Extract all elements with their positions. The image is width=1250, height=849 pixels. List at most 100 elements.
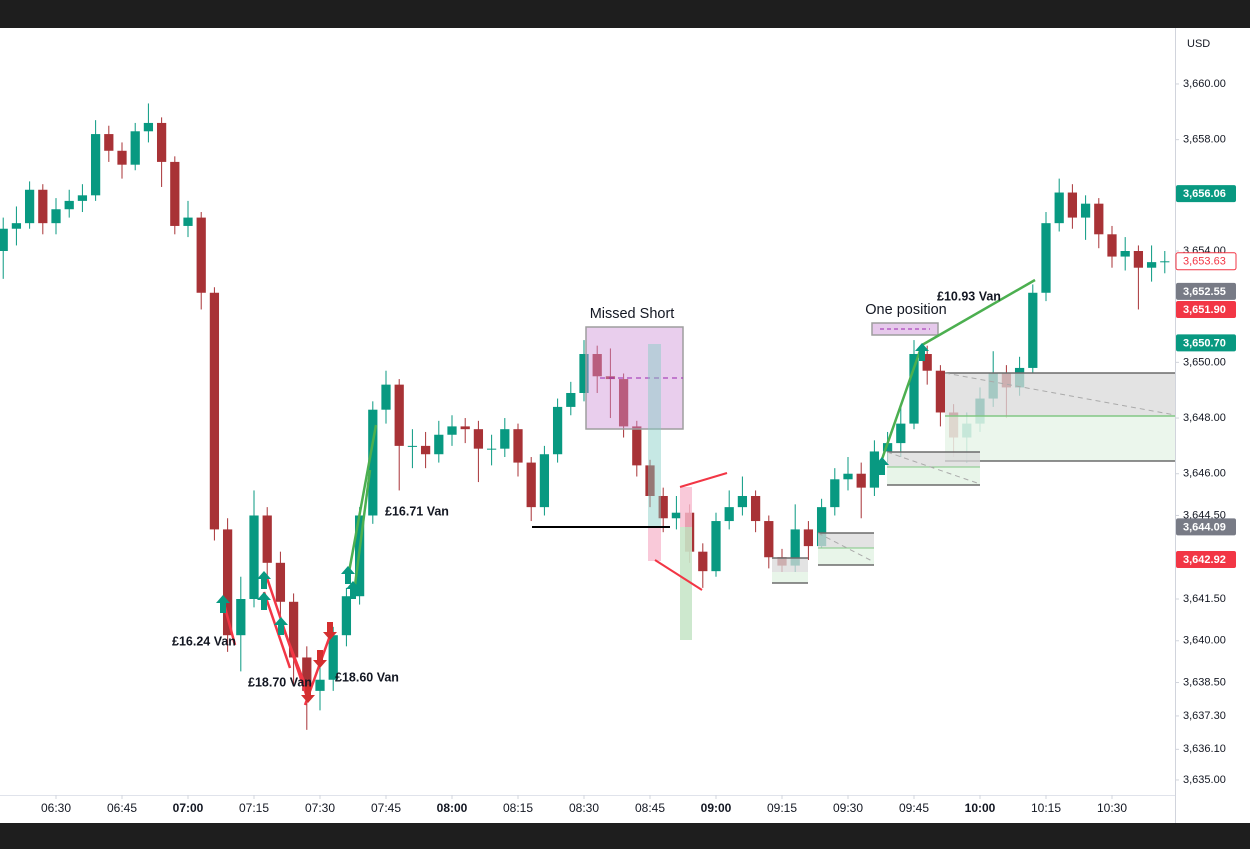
candle-body xyxy=(0,228,8,252)
price-label: 3,656.06 xyxy=(1183,188,1226,200)
trade-line xyxy=(347,424,378,573)
candle-body xyxy=(579,354,589,393)
x-tick-label: 09:45 xyxy=(899,801,929,815)
y-tick-label: 3,648.00 xyxy=(1183,412,1226,424)
x-tick-label: 07:00 xyxy=(173,801,204,815)
candle-body xyxy=(447,426,457,435)
position-box xyxy=(818,548,874,565)
range-bar xyxy=(680,527,692,640)
annotation: One position xyxy=(865,302,946,318)
candle-body xyxy=(420,445,431,455)
price-label-box xyxy=(1176,282,1236,300)
candle-body xyxy=(500,429,510,449)
candle-body xyxy=(288,601,299,658)
candle-body xyxy=(698,551,708,572)
annotation: Missed Short xyxy=(590,306,675,322)
x-tick-label: 07:30 xyxy=(305,801,335,815)
position-dash xyxy=(944,372,1175,416)
candle-body xyxy=(473,429,484,449)
x-tick-label: 10:30 xyxy=(1097,801,1127,815)
x-tick-label: 06:30 xyxy=(41,801,71,815)
position-box xyxy=(772,558,808,572)
candle-body xyxy=(671,512,682,519)
candle-body xyxy=(460,426,470,430)
trade-line xyxy=(262,591,292,669)
candle-body xyxy=(302,657,312,691)
range-bar xyxy=(680,487,692,527)
candle-body xyxy=(1120,251,1130,257)
y-tick-label: 3,644.50 xyxy=(1183,509,1226,521)
price-label: 3,652.55 xyxy=(1183,286,1226,298)
price-label: 3,653.63 xyxy=(1183,256,1226,268)
candle-body xyxy=(790,529,800,566)
candle-body xyxy=(566,392,576,407)
candle-body xyxy=(922,354,932,371)
candle-body xyxy=(856,473,866,488)
candle-body xyxy=(803,529,814,547)
x-tick-label: 09:15 xyxy=(767,801,797,815)
candle-body xyxy=(183,217,193,226)
price-label: 3,644.09 xyxy=(1183,521,1226,533)
x-tick-label: 09:00 xyxy=(701,801,732,815)
candle-body xyxy=(407,445,418,447)
x-tick-label: 10:15 xyxy=(1031,801,1061,815)
candle-body xyxy=(816,507,827,547)
candle-body xyxy=(394,384,404,446)
candle-body xyxy=(275,562,286,602)
price-label-box xyxy=(1176,300,1236,318)
trend-line xyxy=(679,472,728,488)
candle-body xyxy=(315,679,325,691)
price-label: 3,650.70 xyxy=(1183,337,1226,349)
position-box xyxy=(945,416,1175,461)
candle-body xyxy=(38,189,48,224)
candle-body xyxy=(843,473,853,480)
candle-body xyxy=(882,443,893,452)
trade-line xyxy=(353,469,372,586)
position-box xyxy=(887,452,980,467)
x-tick-label: 09:30 xyxy=(833,801,863,815)
trend-line xyxy=(654,559,703,591)
position-box xyxy=(887,467,980,485)
candle-body xyxy=(830,479,840,508)
position-box xyxy=(772,572,808,583)
candle-body xyxy=(24,189,35,224)
candle-body xyxy=(236,599,246,636)
candle-body xyxy=(170,161,180,226)
annotation: £18.60 Van xyxy=(335,670,399,684)
candle-body xyxy=(341,596,352,636)
price-label-box xyxy=(1175,252,1237,271)
position-box xyxy=(945,373,1175,416)
x-tick-label: 08:45 xyxy=(635,801,665,815)
y-tick-label: 3,641.50 xyxy=(1183,593,1226,605)
candle-body xyxy=(737,495,748,508)
candle-body xyxy=(249,515,259,600)
trade-line xyxy=(279,621,311,696)
annotation: £10.93 Van xyxy=(937,289,1001,303)
x-tick-label: 07:45 xyxy=(371,801,401,815)
y-tick-label: 3,635.00 xyxy=(1183,774,1226,786)
range-bar xyxy=(648,344,661,527)
position-dash xyxy=(817,532,875,563)
candle-body xyxy=(104,134,114,151)
price-label-box xyxy=(1176,185,1236,203)
x-tick-label: 08:30 xyxy=(569,801,599,815)
position-dash xyxy=(886,451,981,485)
candle-body xyxy=(196,217,206,293)
candle-body xyxy=(64,200,74,210)
candle-body xyxy=(11,223,22,229)
y-tick-label: 3,658.00 xyxy=(1183,134,1226,146)
candle-body xyxy=(222,529,233,636)
y-tick-label: 3,646.00 xyxy=(1183,468,1226,480)
candle-body xyxy=(1146,262,1157,268)
candle-body xyxy=(262,515,272,563)
price-label-box xyxy=(1176,518,1236,536)
candle-body xyxy=(1133,251,1144,268)
candle-body xyxy=(1067,192,1078,218)
y-tick-label: 3,637.30 xyxy=(1183,710,1226,722)
x-tick-label: 08:00 xyxy=(437,801,468,815)
candle-body xyxy=(935,370,946,413)
trade-line xyxy=(879,344,924,463)
position-box xyxy=(818,533,874,548)
